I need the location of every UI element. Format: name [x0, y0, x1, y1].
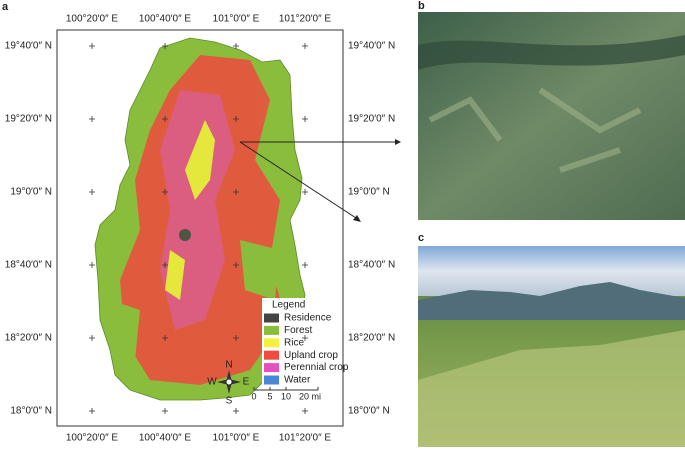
graticule-cross	[89, 262, 95, 268]
arrow-head	[353, 215, 361, 222]
graticule-cross	[89, 43, 95, 49]
compass	[217, 370, 241, 394]
panel-label: a	[2, 1, 9, 13]
graticule-cross	[302, 408, 308, 414]
legend-swatch	[264, 350, 279, 360]
graticule-cross	[302, 262, 308, 268]
scale-label: 0	[251, 391, 256, 401]
longitude-label: 101°20′0″ E	[279, 433, 332, 444]
legend-label: Residence	[284, 313, 332, 324]
river-valley	[418, 35, 685, 70]
terrain	[428, 87, 642, 173]
graticule-cross	[89, 116, 95, 122]
panel-label: c	[418, 232, 424, 244]
graticule-cross	[233, 189, 239, 195]
arrow	[239, 141, 357, 219]
legend-swatch	[264, 375, 279, 385]
latitude-label: 19°0′0″ N	[348, 187, 390, 198]
longitude-label: 100°40′0″ E	[139, 14, 192, 25]
scale-label: 5	[267, 391, 272, 401]
arrow-head	[395, 139, 401, 145]
latitude-label: 19°20′0″ N	[5, 114, 52, 125]
graticule-cross	[302, 43, 308, 49]
latitude-label: 18°40′0″ N	[5, 260, 52, 271]
legend-swatch	[264, 313, 279, 323]
latitude-label: 19°0′0″ N	[10, 187, 52, 198]
graticule-cross	[162, 43, 168, 49]
mountains	[418, 282, 685, 320]
graticule-cross	[162, 116, 168, 122]
graticule-cross	[89, 408, 95, 414]
graticule-cross	[89, 189, 95, 195]
scale-label: 20 mi	[299, 391, 321, 401]
sky	[418, 246, 685, 296]
legend-label: Rice	[284, 337, 304, 348]
latitude-label: 18°0′0″ N	[10, 406, 52, 417]
longitude-label: 100°20′0″ E	[66, 14, 119, 25]
graticule-cross	[233, 408, 239, 414]
legend-label: Upland crop	[284, 350, 338, 361]
legend-title: Legend	[272, 300, 305, 311]
legend-swatch	[264, 338, 279, 348]
graticule-cross	[162, 189, 168, 195]
compass-label: W	[207, 377, 217, 388]
scale-label: 10	[281, 391, 291, 401]
crop-field	[418, 330, 685, 447]
legend-label: Forest	[284, 325, 313, 336]
graticule-cross	[233, 335, 239, 341]
latitude-label: 18°20′0″ N	[5, 333, 52, 344]
graticule-cross	[89, 335, 95, 341]
longitude-label: 100°40′0″ E	[139, 433, 192, 444]
graticule-cross	[233, 262, 239, 268]
latitude-label: 19°40′0″ N	[348, 41, 395, 52]
longitude-label: 101°20′0″ E	[279, 14, 332, 25]
legend-label: Perennial crop	[284, 362, 349, 373]
legend-swatch	[264, 325, 279, 335]
panel-label: b	[418, 0, 425, 12]
graticule-cross	[162, 335, 168, 341]
latitude-label: 19°40′0″ N	[5, 41, 52, 52]
graticule-cross	[233, 116, 239, 122]
longitude-label: 101°0′0″ E	[213, 14, 260, 25]
graticule-cross	[162, 262, 168, 268]
graticule-cross	[302, 189, 308, 195]
longitude-label: 100°20′0″ E	[66, 433, 119, 444]
compass-label: E	[243, 377, 250, 388]
latitude-label: 19°20′0″ N	[348, 114, 395, 125]
longitude-label: 101°0′0″ E	[213, 433, 260, 444]
scale-bar	[253, 387, 319, 391]
graticule-cross	[233, 43, 239, 49]
graticule-cross	[302, 335, 308, 341]
latitude-label: 18°40′0″ N	[348, 260, 395, 271]
land-use	[110, 55, 285, 385]
graticule-cross	[302, 116, 308, 122]
graticule-cross	[162, 408, 168, 414]
latitude-label: 18°20′0″ N	[348, 333, 395, 344]
legend-swatch	[264, 363, 279, 373]
compass-label: S	[226, 396, 233, 407]
legend-label: Water	[284, 375, 311, 386]
latitude-label: 18°0′0″ N	[348, 406, 390, 417]
compass-label: N	[225, 360, 232, 371]
